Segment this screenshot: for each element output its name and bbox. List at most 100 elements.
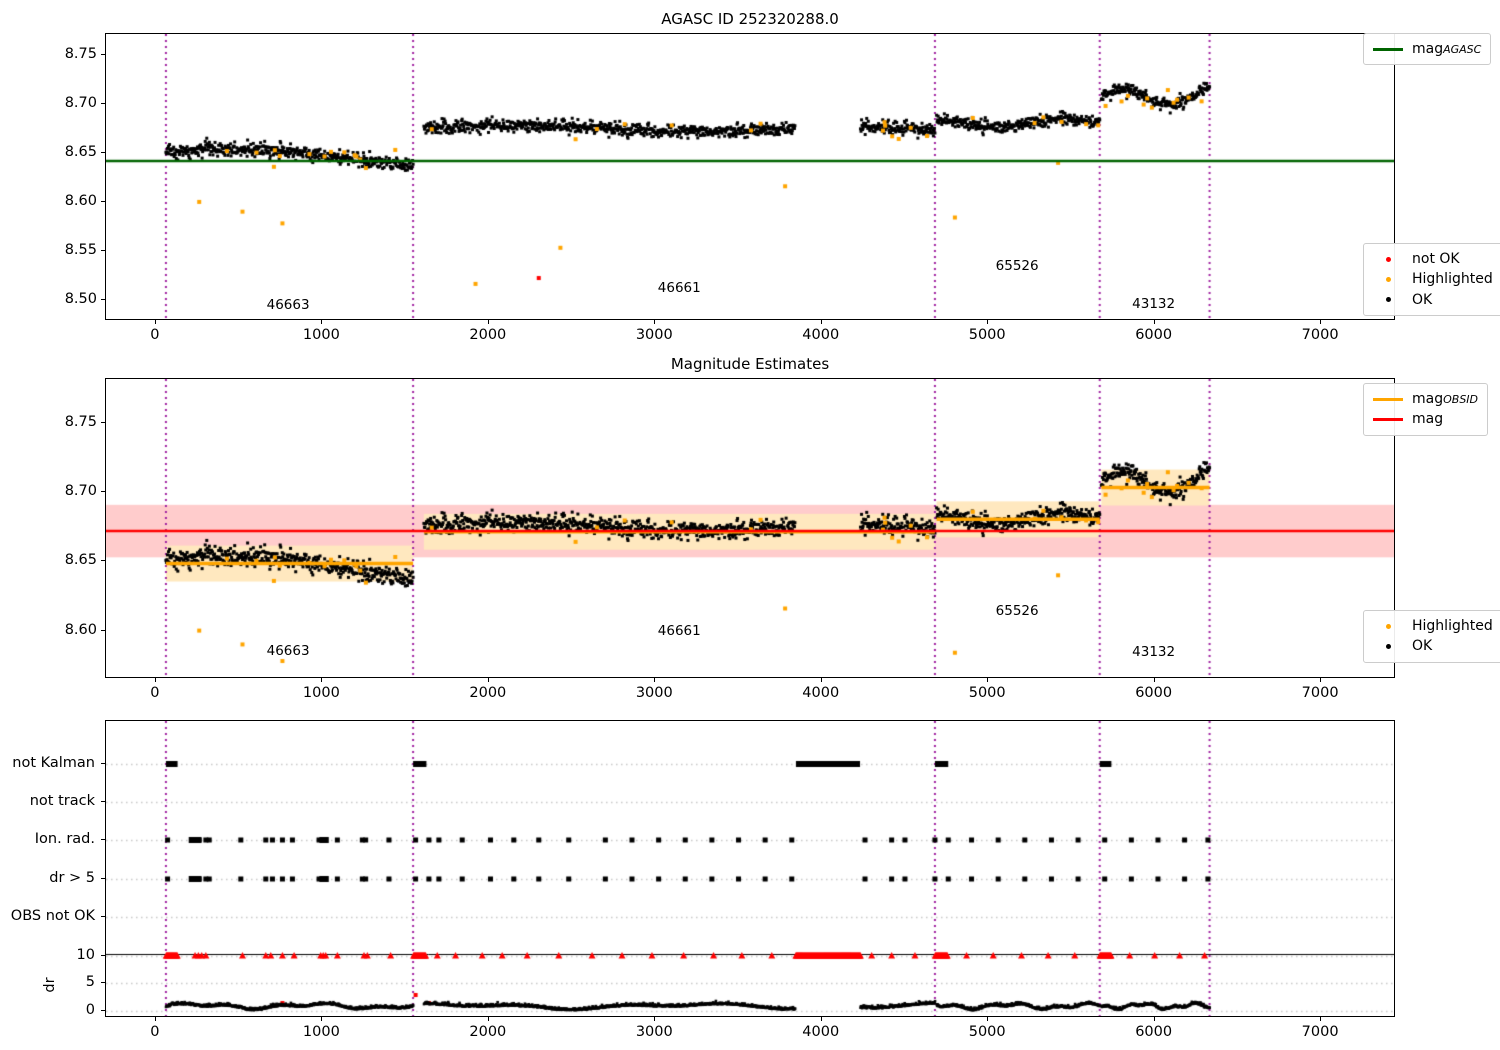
- x-tick-label: 0: [150, 1024, 160, 1040]
- x-tick-label: 6000: [1135, 327, 1173, 343]
- y-tick-mark: [101, 629, 105, 631]
- legend-entry: not OK: [1373, 249, 1493, 269]
- legend-point-classes-middle[interactable]: Highlighted OK: [1363, 610, 1500, 663]
- x-tick-label: 1000: [302, 685, 340, 701]
- x-tick-label: 3000: [635, 1024, 673, 1040]
- obsid-label: 43132: [1132, 644, 1176, 660]
- dr-tick-label: 0: [85, 1002, 95, 1018]
- legend-line-swatch: [1373, 47, 1403, 51]
- y-tick-mark: [101, 982, 105, 983]
- legend-label: OK: [1412, 291, 1433, 308]
- obsid-label: 46663: [266, 643, 310, 659]
- bottom-axes: [105, 720, 1395, 1017]
- legend-entry: mag: [1373, 409, 1478, 429]
- y-tick-label: 8.55: [64, 241, 97, 258]
- legend-dot-swatch: [1373, 623, 1403, 629]
- x-tick-label: 2000: [469, 327, 507, 343]
- x-tick-mark: [487, 678, 489, 682]
- obsid-label: 46661: [657, 623, 701, 639]
- x-tick-mark: [321, 1017, 323, 1021]
- y-tick-mark: [101, 152, 105, 154]
- x-tick-mark: [820, 1017, 822, 1021]
- x-tick-mark: [487, 320, 489, 324]
- legend-line-swatch: [1373, 397, 1403, 401]
- legend-label: not OK: [1412, 251, 1460, 267]
- x-tick-mark: [1153, 320, 1155, 324]
- legend-entry: Highlighted: [1373, 269, 1493, 289]
- x-tick-mark: [987, 320, 989, 324]
- x-tick-mark: [154, 320, 156, 324]
- x-tick-label: 4000: [802, 1024, 840, 1040]
- x-tick-mark: [1320, 678, 1322, 682]
- y-tick-label: 8.65: [64, 552, 97, 569]
- bottom-category-label: not track: [29, 793, 95, 809]
- y-tick-label: 8.75: [64, 414, 97, 431]
- legend-label: mag: [1412, 411, 1444, 428]
- obsid-label: 65526: [995, 603, 1039, 619]
- x-tick-label: 6000: [1135, 1024, 1173, 1040]
- legend-entry: magAGASC: [1373, 39, 1481, 59]
- legend-label: Highlighted: [1412, 618, 1493, 634]
- y-tick-mark: [101, 200, 105, 202]
- y-tick-label: 8.60: [64, 192, 97, 209]
- dr-tick-label: 5: [85, 974, 95, 990]
- y-tick-mark: [101, 1010, 105, 1011]
- obsid-label: 65526: [995, 258, 1039, 274]
- x-tick-label: 5000: [968, 685, 1006, 701]
- bottom-category-label: OBS not OK: [10, 908, 95, 924]
- dr-axis-label: dr: [42, 977, 58, 993]
- top-axes: [105, 33, 1395, 320]
- y-tick-mark: [101, 801, 105, 802]
- legend-label: magOBSID: [1412, 391, 1479, 407]
- x-tick-mark: [987, 678, 989, 682]
- y-tick-label: 8.60: [64, 621, 97, 638]
- y-tick-label: 8.50: [64, 290, 97, 307]
- x-tick-label: 0: [150, 327, 160, 343]
- y-tick-mark: [101, 103, 105, 105]
- x-tick-mark: [654, 320, 656, 324]
- legend-entry: magOBSID: [1373, 389, 1478, 409]
- legend-label: Highlighted: [1412, 271, 1493, 288]
- x-tick-label: 7000: [1301, 1024, 1339, 1040]
- x-tick-mark: [654, 678, 656, 682]
- x-tick-mark: [1320, 1017, 1322, 1021]
- obsid-label: 46663: [266, 297, 310, 313]
- y-tick-mark: [101, 839, 105, 840]
- x-tick-mark: [1153, 1017, 1155, 1021]
- x-tick-mark: [987, 1017, 989, 1021]
- y-tick-mark: [101, 763, 105, 764]
- legend-mag-lines[interactable]: magOBSID mag: [1363, 383, 1489, 436]
- legend-entry: Highlighted: [1373, 616, 1493, 636]
- y-tick-label: 8.75: [64, 46, 97, 63]
- x-tick-label: 5000: [968, 1024, 1006, 1040]
- obsid-label: 43132: [1132, 296, 1176, 312]
- middle-panel-title: Magnitude Estimates: [670, 355, 830, 373]
- x-tick-mark: [820, 678, 822, 682]
- x-tick-mark: [321, 320, 323, 324]
- obsid-label: 46661: [657, 280, 701, 296]
- x-tick-label: 7000: [1301, 327, 1339, 343]
- y-tick-mark: [101, 491, 105, 493]
- legend-dot-swatch: [1373, 276, 1403, 282]
- legend-point-classes-top[interactable]: not OK Highlighted OK: [1363, 243, 1500, 316]
- legend-line-swatch: [1373, 417, 1403, 421]
- y-tick-mark: [101, 249, 105, 251]
- x-tick-label: 4000: [802, 327, 840, 343]
- x-tick-label: 3000: [635, 327, 673, 343]
- x-tick-label: 6000: [1135, 685, 1173, 701]
- y-tick-label: 8.65: [64, 144, 97, 161]
- x-tick-mark: [1153, 678, 1155, 682]
- middle-axes: [105, 378, 1395, 678]
- x-tick-mark: [154, 678, 156, 682]
- x-tick-label: 0: [150, 685, 160, 701]
- y-tick-mark: [101, 298, 105, 300]
- legend-dot-swatch: [1373, 256, 1403, 262]
- x-tick-mark: [820, 320, 822, 324]
- legend-dot-swatch: [1373, 297, 1403, 303]
- x-tick-label: 1000: [302, 1024, 340, 1040]
- y-tick-mark: [101, 422, 105, 424]
- x-tick-mark: [154, 1017, 156, 1021]
- x-tick-label: 2000: [469, 685, 507, 701]
- legend-mag-agasc[interactable]: magAGASC: [1363, 33, 1492, 66]
